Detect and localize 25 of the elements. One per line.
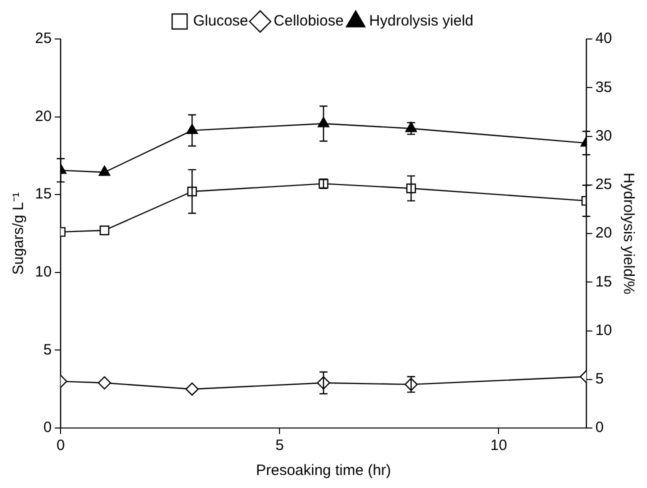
y-axis-title: Sugars/g L⁻¹ [10,192,28,275]
y2-tick-label: 30 [595,127,612,144]
y2-tick-label: 10 [595,322,612,339]
point [185,382,199,396]
x-axis-title: Presoaking time (hr) [256,462,392,480]
legend-label: Cellobiose [274,12,344,30]
y2-axis-title: Hydrolysis yield/% [620,172,637,294]
legend-label: Glucose [193,12,248,30]
x-tick-label: 10 [490,437,508,454]
y-tick-label: 10 [34,264,52,281]
y2-tick-label: 25 [595,176,612,194]
y2-tick-label: 15 [595,273,612,290]
y2-tick-label: 0 [595,419,604,436]
y2-tick-label: 40 [595,30,612,48]
y2-tick-label: 35 [595,78,612,96]
y-tick-label: 20 [34,108,52,125]
y-tick-label: 5 [43,341,52,358]
x-tick-label: 0 [56,437,65,454]
x-tick-label: 5 [276,437,284,454]
y-tick-label: 15 [34,186,52,203]
y2-tick-label: 5 [595,370,604,388]
y2-tick-label: 20 [595,224,612,242]
y-tick-label: 25 [34,30,52,48]
legend-label: Hydrolysis yield [369,12,474,30]
y-tick-label: 0 [43,419,52,436]
